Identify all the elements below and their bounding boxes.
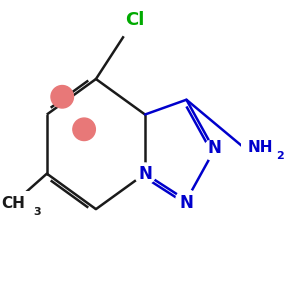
FancyBboxPatch shape (0, 191, 40, 221)
Text: CH: CH (1, 196, 25, 211)
Circle shape (51, 85, 74, 108)
Text: N: N (179, 194, 194, 211)
Circle shape (204, 140, 225, 160)
Text: 2: 2 (276, 151, 284, 161)
Circle shape (116, 1, 153, 39)
Circle shape (176, 190, 197, 211)
Text: N: N (207, 139, 221, 157)
Circle shape (73, 118, 95, 140)
Text: 3: 3 (34, 207, 41, 217)
Text: Cl: Cl (125, 11, 144, 29)
Text: NH: NH (248, 140, 273, 155)
Circle shape (134, 163, 156, 184)
FancyBboxPatch shape (241, 135, 294, 165)
Text: N: N (138, 165, 152, 183)
